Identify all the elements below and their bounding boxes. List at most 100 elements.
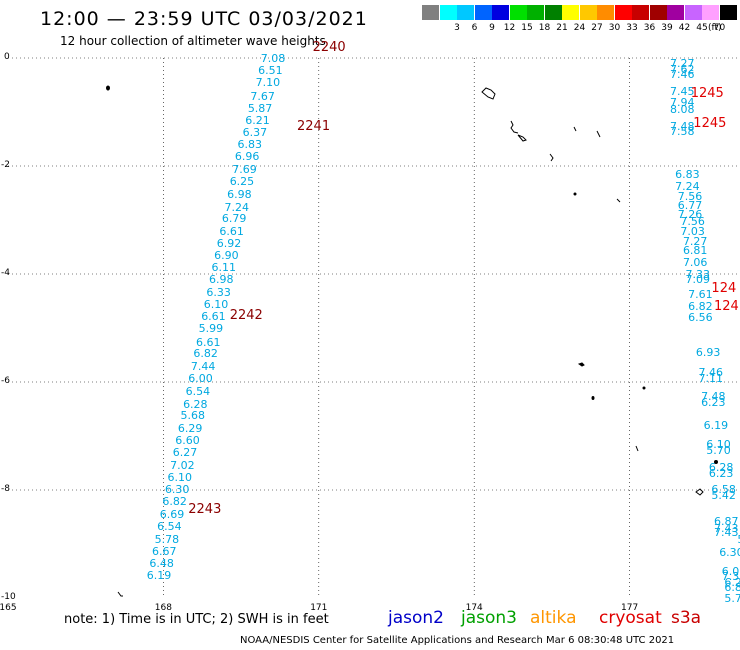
latitude-label: -2 [1, 160, 10, 170]
island [106, 85, 110, 91]
longitude-label: 171 [310, 603, 328, 613]
swh-value: 5.87 [247, 101, 273, 115]
swh-value: 7.09 [685, 273, 711, 287]
legend-swatch [474, 5, 492, 20]
swh-value: 6.27 [172, 446, 198, 460]
swh-value: 7.43 [714, 526, 739, 540]
swh-value: 6.98 [208, 273, 234, 287]
legend-swatch [544, 5, 562, 20]
swh-value: 5.99 [198, 322, 224, 335]
island [549, 153, 554, 162]
swh-value: 7.56 [677, 189, 703, 203]
swh-value: 6.29 [177, 421, 203, 435]
island [591, 396, 595, 400]
legend-label: 3 [454, 23, 460, 33]
swh-value: 6.37 [242, 125, 268, 139]
satellite-name: s3a [671, 608, 702, 628]
swh-value: 7.36 [721, 570, 740, 584]
legend-swatch [422, 5, 439, 20]
swh-value: 6.93 [695, 346, 721, 360]
legend-swatch [719, 5, 737, 20]
swh-value: 7.26 [677, 207, 703, 221]
swh-value: 5.7 [737, 534, 740, 545]
swh-value: 6.22 [724, 575, 740, 589]
latitude-label: 0 [4, 52, 10, 62]
swh-value: 7.33 [685, 268, 711, 281]
island [635, 445, 639, 452]
satellite-name: cryosat [599, 608, 662, 628]
swh-value: 6.60 [175, 433, 200, 447]
legend-swatch [579, 5, 597, 20]
legend-swatch [667, 5, 684, 20]
legend-swatch [527, 5, 544, 20]
legend-swatch [492, 5, 509, 20]
island [573, 126, 577, 132]
swh-value: 6.30 [719, 546, 740, 560]
swh-value: 6.10 [706, 438, 731, 452]
swh-value: 6.83 [237, 138, 262, 152]
swh-value: 6.82 [688, 300, 713, 314]
swh-value: 7.24 [224, 200, 250, 214]
swh-value: 6.58 [711, 482, 736, 496]
swh-value: 7.24 [675, 179, 700, 193]
swh-value: 6.11 [211, 260, 237, 274]
swh-value: 7.46 [669, 68, 695, 82]
legend-label: 27 [591, 23, 603, 33]
legend-label: 24 [573, 23, 586, 33]
swh-value: 7.10 [255, 76, 281, 90]
swh-value: 5.74 [724, 592, 740, 605]
legend-label: 70 [713, 23, 726, 33]
swh-value: 6.23 [701, 395, 726, 409]
legend-swatch [457, 5, 474, 20]
legend-label: 18 [538, 23, 551, 33]
island [616, 198, 621, 203]
island [510, 120, 519, 134]
swh-value: 6.28 [183, 397, 208, 411]
swh-value: 7.48 [669, 119, 695, 133]
swh-value: 7.48 [701, 389, 726, 403]
swh-value: 7.61 [688, 287, 713, 301]
satellite-name: altika [530, 608, 577, 628]
pass-time-label: 1245 [693, 115, 727, 131]
swh-value: 6.61 [201, 310, 226, 324]
legend-swatch [439, 5, 457, 20]
swh-value: 7.58 [669, 124, 695, 138]
legend-label: 21 [556, 23, 568, 33]
swh-value: 6.81 [724, 581, 740, 595]
island [573, 192, 577, 196]
legend-unit: (ft) [708, 23, 722, 33]
latitude-label: -10 [1, 592, 16, 602]
swh-value: 7.94 [669, 96, 695, 110]
island [117, 591, 123, 597]
legend-label: 45 [696, 23, 708, 33]
swh-value: 7.67 [250, 89, 275, 103]
satellite-name: jason3 [461, 608, 517, 628]
satellite-name: jason2 [388, 608, 444, 628]
swh-value: 7.56 [680, 215, 705, 229]
longitude-label: 177 [621, 603, 639, 613]
lat-lon-grid [8, 57, 740, 598]
swh-value: 6.48 [149, 556, 174, 570]
legend-label: 30 [608, 23, 621, 33]
chart-title: 12:00 — 23:59 UTC 03/03/2021 [40, 8, 368, 30]
swh-value: 6.92 [216, 236, 242, 250]
legend-label: 36 [643, 23, 656, 33]
swh-value: 6.23 [708, 466, 734, 480]
legend-label: 12 [503, 23, 516, 33]
island [596, 130, 601, 138]
swh-value: 6.21 [245, 114, 270, 128]
swh-value: 6.98 [227, 188, 252, 202]
island [695, 488, 704, 496]
swh-value: 6.61 [219, 224, 244, 238]
swh-value: 6.77 [677, 199, 703, 213]
legend-swatch [509, 5, 527, 20]
swh-value: 7.08 [260, 52, 286, 65]
chart-subtitle: 12 hour collection of altimeter wave hei… [60, 34, 326, 48]
swh-value: 7.46 [698, 366, 723, 380]
island [714, 460, 718, 464]
island [517, 134, 527, 142]
swh-value: 6.19 [146, 569, 172, 583]
pass-time-label: 2241 [297, 118, 331, 134]
swh-value: 6.06 [721, 565, 740, 578]
swh-value: 6.33 [206, 285, 231, 299]
